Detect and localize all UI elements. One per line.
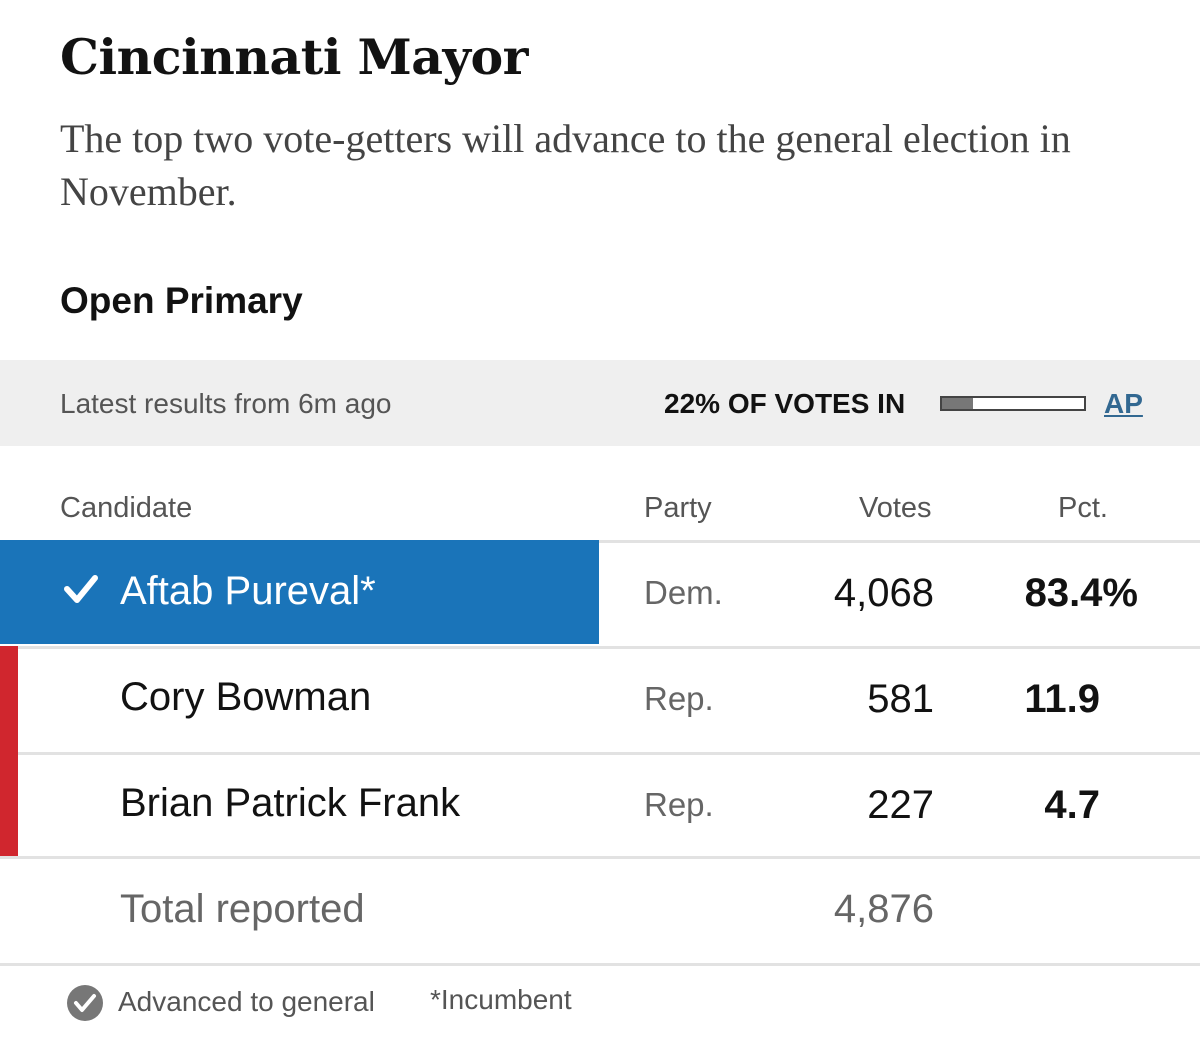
votes-in-label: 22% OF VOTES IN bbox=[664, 388, 906, 419]
candidate-votes: 581 bbox=[867, 677, 934, 721]
table-header: Candidate Party Votes Pct. bbox=[0, 480, 1200, 540]
candidate-party: Dem. bbox=[644, 574, 723, 611]
column-header-candidate: Candidate bbox=[60, 492, 193, 524]
candidate-votes: 227 bbox=[867, 783, 934, 827]
legend-advanced-label: Advanced to general bbox=[118, 986, 375, 1017]
candidate-pct: 11.9 bbox=[1024, 677, 1100, 721]
votes-in-progress-bar bbox=[940, 396, 1086, 411]
candidate-name: Cory Bowman bbox=[120, 675, 372, 719]
candidate-name: Brian Patrick Frank bbox=[120, 781, 461, 825]
race-type-heading: Open Primary bbox=[60, 280, 303, 321]
candidate-party: Rep. bbox=[644, 680, 714, 717]
total-votes: 4,876 bbox=[833, 887, 934, 931]
total-label: Total reported bbox=[120, 887, 365, 931]
total-row: Total reported 4,876 bbox=[0, 856, 1200, 966]
latest-update-text: Latest results from 6m ago bbox=[60, 388, 392, 419]
candidate-pct: 83.4% bbox=[1024, 571, 1138, 615]
candidate-name: Aftab Pureval* bbox=[120, 569, 376, 613]
party-color-stripe bbox=[0, 646, 18, 752]
table-row: Aftab Pureval* Dem. 4,068 83.4% bbox=[0, 540, 1200, 644]
results-status-bar: Latest results from 6m ago 22% OF VOTES … bbox=[0, 360, 1200, 446]
candidate-pct: 4.7 bbox=[1044, 783, 1100, 827]
winner-highlight bbox=[0, 540, 599, 644]
legend: Advanced to general *Incumbent bbox=[0, 980, 1200, 1030]
party-color-stripe bbox=[0, 752, 18, 858]
checkmark-icon bbox=[64, 575, 98, 603]
votes-in-progress-fill bbox=[942, 398, 974, 409]
advanced-check-icon bbox=[67, 985, 103, 1021]
column-header-pct: Pct. bbox=[1058, 492, 1108, 524]
column-header-votes: Votes bbox=[859, 492, 932, 524]
legend-incumbent-label: *Incumbent bbox=[430, 984, 572, 1015]
source-link-ap[interactable]: AP bbox=[1104, 388, 1143, 419]
candidate-party: Rep. bbox=[644, 786, 714, 823]
page-title: Cincinnati Mayor bbox=[60, 28, 528, 86]
candidate-votes: 4,068 bbox=[833, 571, 934, 615]
table-row: Cory Bowman Rep. 581 11.9 bbox=[0, 646, 1200, 752]
column-header-party: Party bbox=[644, 492, 712, 524]
race-description: The top two vote-getters will advance to… bbox=[60, 116, 1071, 214]
table-row: Brian Patrick Frank Rep. 227 4.7 bbox=[0, 752, 1200, 858]
